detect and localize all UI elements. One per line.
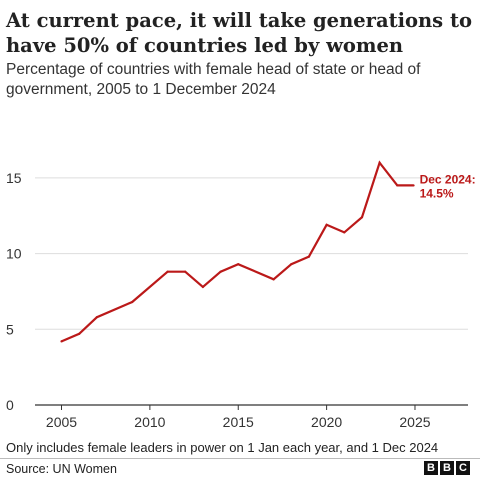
bbc-logo: B B C xyxy=(424,461,470,475)
footer-divider xyxy=(0,458,480,459)
y-tick-label: 10 xyxy=(6,246,22,262)
chart-subtitle: Percentage of countries with female head… xyxy=(6,61,421,98)
bbc-logo-letter: C xyxy=(456,461,470,475)
gridlines xyxy=(35,177,468,406)
series-line-layer xyxy=(60,160,415,343)
data-point xyxy=(343,231,346,234)
data-point xyxy=(360,216,364,219)
y-tick-label: 5 xyxy=(6,321,14,337)
data-point xyxy=(307,255,311,258)
data-point xyxy=(184,270,187,273)
y-axis-labels: 0 5 10 15 xyxy=(6,170,22,413)
data-point xyxy=(272,278,275,281)
data-point xyxy=(325,223,328,226)
y-tick-label: 0 xyxy=(6,397,14,413)
data-point xyxy=(131,300,134,304)
data-point xyxy=(237,263,240,266)
chart-footnote: Only includes female leaders in power on… xyxy=(6,440,439,455)
y-tick-label: 15 xyxy=(6,170,22,186)
data-point xyxy=(412,184,415,187)
x-tick-label: 2025 xyxy=(399,414,430,430)
x-axis-labels: 2005 2010 2015 2020 2025 xyxy=(46,405,431,430)
data-point xyxy=(78,332,81,335)
data-point xyxy=(378,161,381,164)
data-point xyxy=(60,340,63,343)
data-point xyxy=(166,270,169,273)
chart-title: At current pace, it will take generation… xyxy=(6,9,472,57)
x-tick-label: 2010 xyxy=(134,414,165,430)
x-tick-label: 2020 xyxy=(311,414,342,430)
data-point xyxy=(396,184,399,187)
data-point xyxy=(290,263,293,266)
chart-source: Source: UN Women xyxy=(6,462,117,476)
bbc-logo-letter: B xyxy=(424,461,438,475)
annotation-dec-2024-label: Dec 2024: xyxy=(420,172,476,186)
series-line-female-leaders xyxy=(61,160,414,343)
annotation-layer: Dec 2024: 14.5% xyxy=(420,172,476,200)
data-point xyxy=(95,316,98,319)
data-point xyxy=(219,270,222,273)
x-tick-label: 2005 xyxy=(46,414,77,430)
bbc-logo-letter: B xyxy=(440,461,454,475)
data-point xyxy=(201,285,204,288)
x-tick-label: 2015 xyxy=(223,414,254,430)
annotation-dec-2024-value: 14.5% xyxy=(420,186,454,200)
